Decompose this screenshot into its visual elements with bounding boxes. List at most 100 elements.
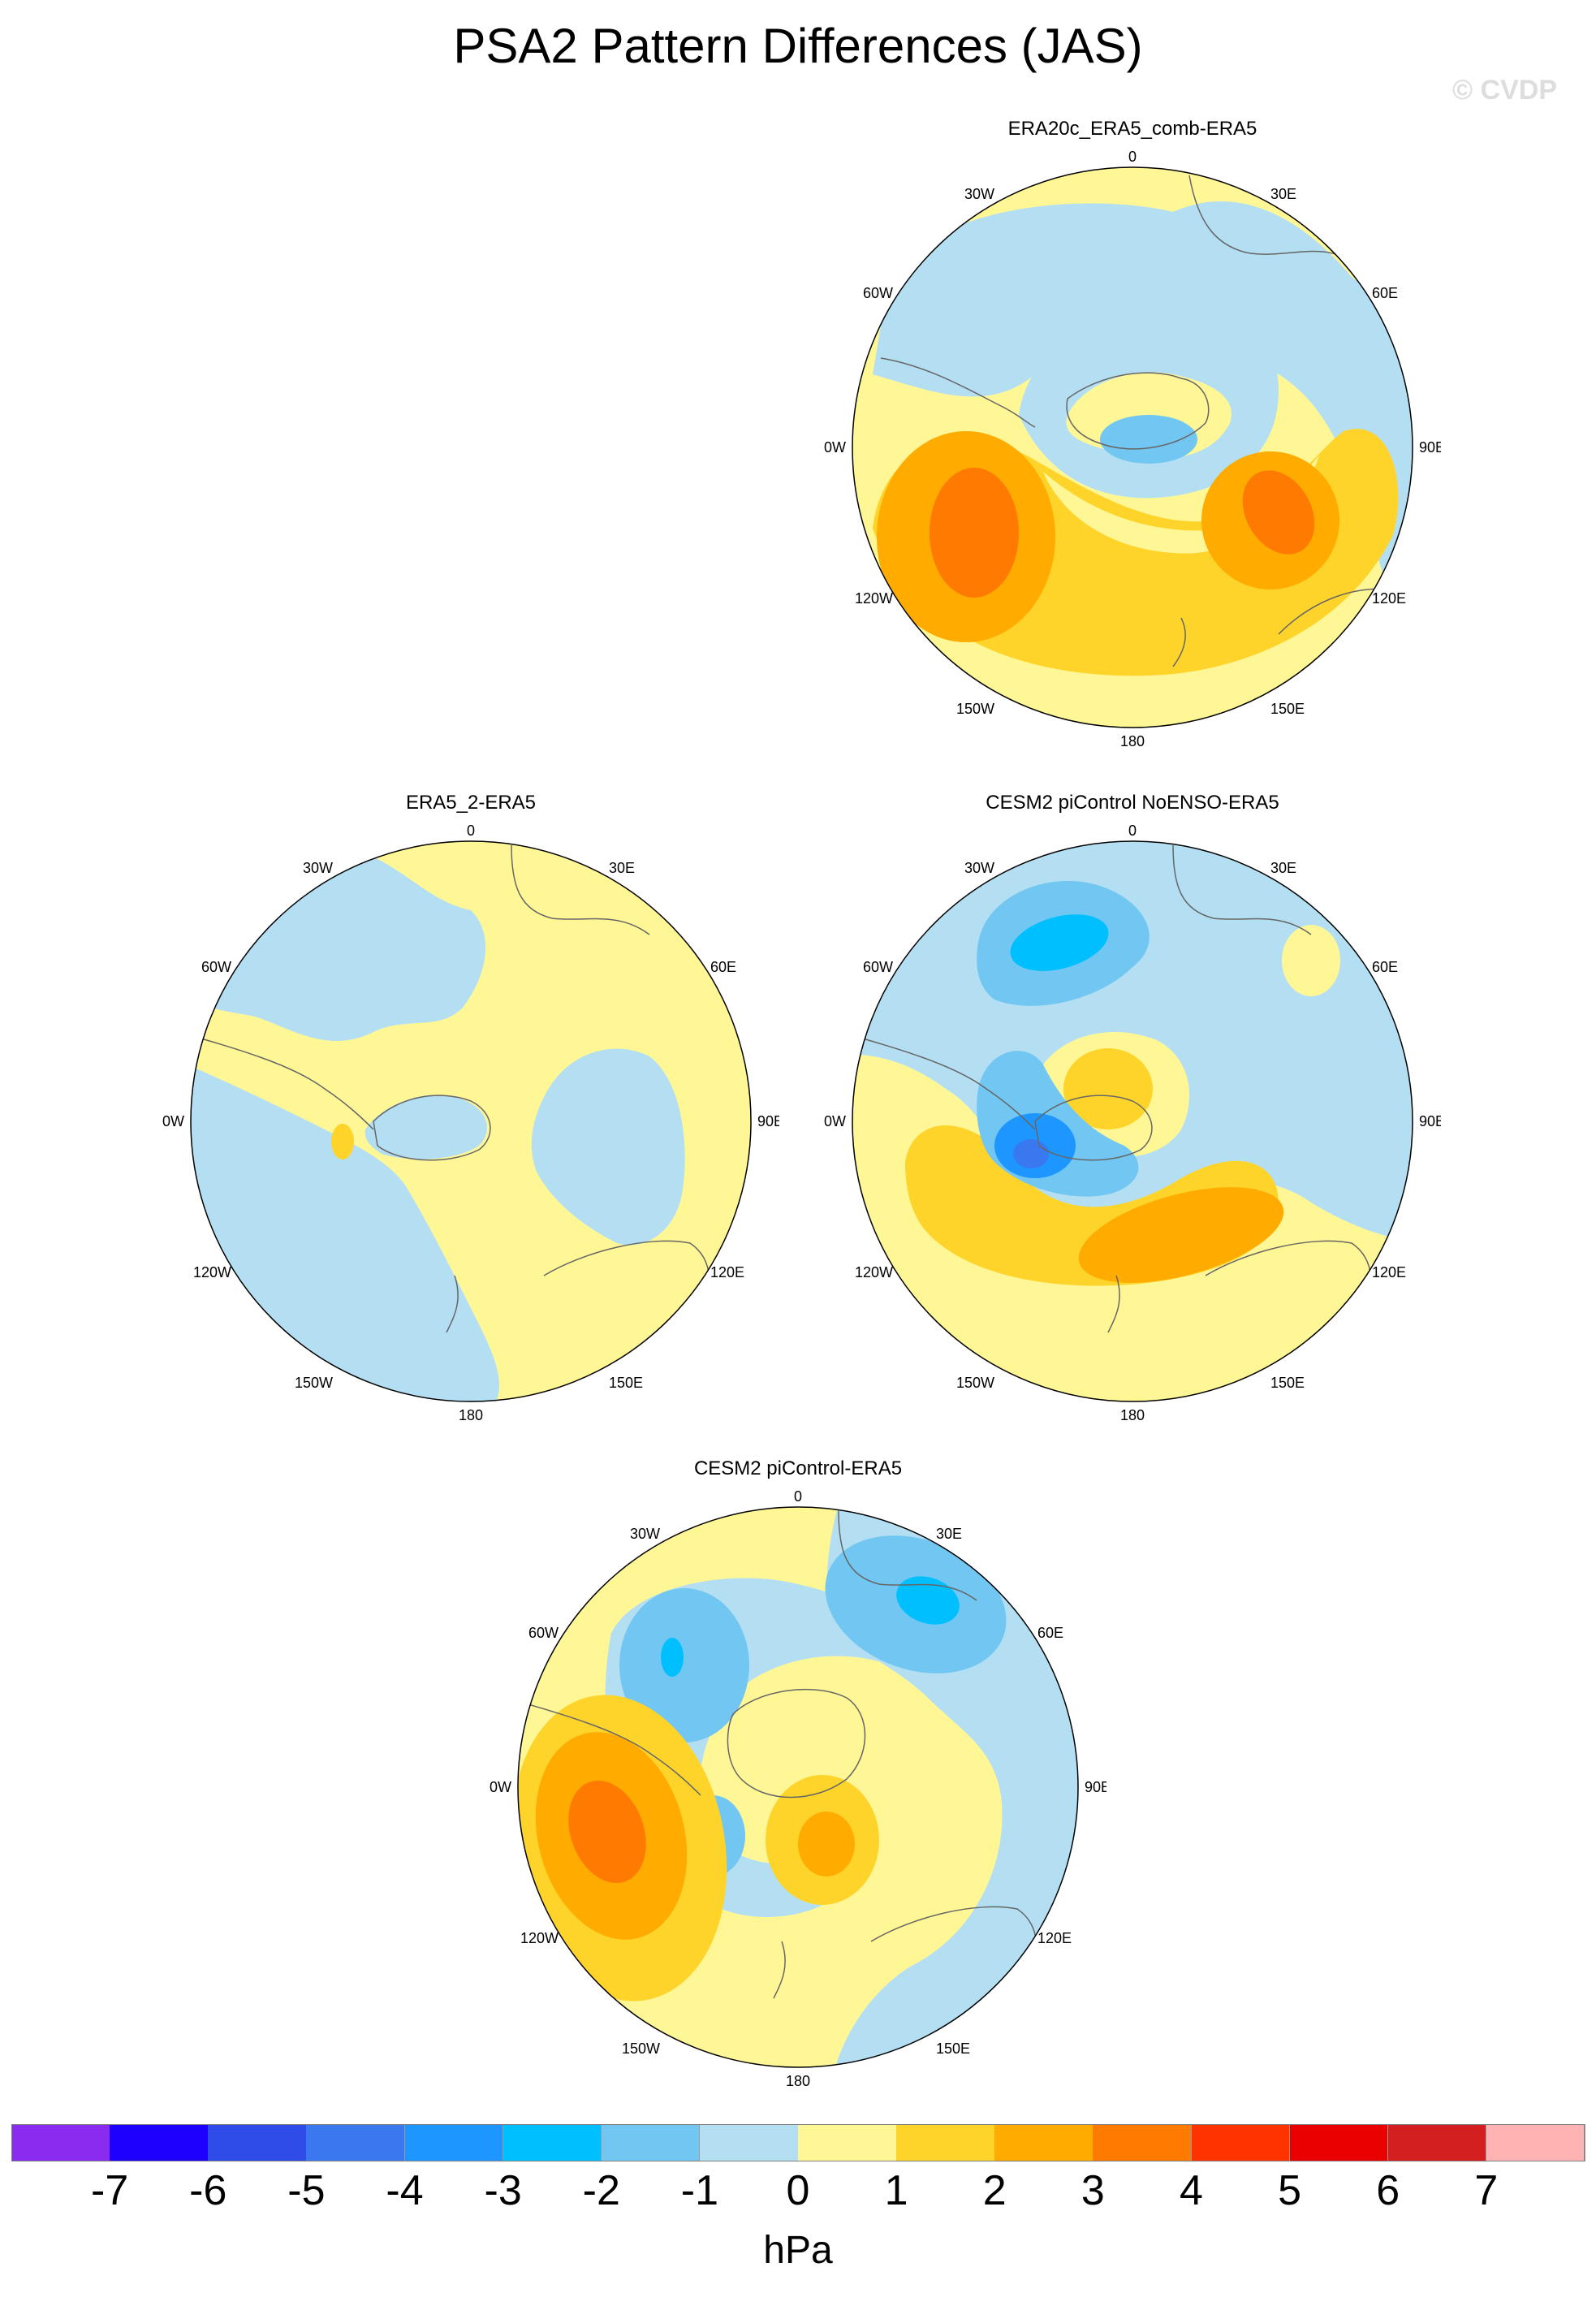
colorbar-box bbox=[306, 2124, 405, 2161]
polar-map-cesm2: 0 30E 60E 90E 120E 150E 180 150W 120W 90… bbox=[490, 1488, 1106, 2088]
lon-label-90e: 90E bbox=[757, 1113, 779, 1129]
lon-label-60e: 60E bbox=[1372, 285, 1398, 301]
lon-label-150w: 150W bbox=[295, 1375, 333, 1391]
lon-label-30e: 30E bbox=[1270, 860, 1296, 876]
colorbar-box bbox=[503, 2124, 602, 2161]
polar-map-era20c: 0 30E 60E 90E 120E 150E 180 150W 120W 90… bbox=[824, 149, 1441, 748]
lon-label-30e: 30E bbox=[609, 860, 635, 876]
colorbar-tick-label: -5 bbox=[287, 2167, 326, 2214]
colorbar-tick-label: 2 bbox=[982, 2167, 1007, 2214]
colorbar-box bbox=[994, 2124, 1093, 2161]
map-panel-cesm2: CESM2 piControl-ERA5 0 30E bbox=[490, 1457, 1106, 2091]
lon-label-150w: 150W bbox=[622, 2040, 660, 2057]
colorbar-box bbox=[896, 2124, 995, 2161]
colorbar-tick-label: 1 bbox=[884, 2167, 908, 2214]
negative-region bbox=[873, 201, 1413, 577]
lon-label-60e: 60E bbox=[1037, 1625, 1063, 1641]
cvdp-credit-watermark: © CVDP bbox=[1452, 75, 1557, 106]
panel-title: ERA20c_ERA5_comb-ERA5 bbox=[1007, 118, 1257, 140]
positive-core-east bbox=[798, 1812, 855, 1876]
lon-label-0: 0 bbox=[794, 1488, 802, 1505]
panel-title: ERA5_2-ERA5 bbox=[405, 792, 537, 814]
lon-label-150w: 150W bbox=[956, 701, 994, 717]
lon-label-150e: 150E bbox=[609, 1375, 643, 1391]
lon-label-120e: 120E bbox=[1372, 590, 1406, 607]
positive-core-west bbox=[568, 1781, 646, 1883]
lon-label-120e: 120E bbox=[710, 1264, 744, 1280]
polar-map-era5-2: 0 30E 60E 90E 120E 150E 180 150W 120W 90… bbox=[162, 823, 779, 1422]
colorbar bbox=[11, 2124, 1585, 2161]
coastline-africa bbox=[1188, 175, 1361, 270]
colorbar-box bbox=[798, 2124, 897, 2161]
coastline-new-zealand bbox=[773, 1941, 786, 1999]
negative-inner bbox=[1100, 415, 1197, 464]
longitude-labels: 0 30E 60E 90E 120E 150E 180 150W 120W 90… bbox=[490, 1488, 1106, 2088]
colorbar-tick-label: 6 bbox=[1376, 2167, 1400, 2214]
longitude-labels: 0 30E 60E 90E 120E 150E 180 150W 120W 90… bbox=[162, 823, 779, 1422]
negative-core-east bbox=[896, 1576, 960, 1625]
positive-core-east bbox=[1242, 470, 1315, 555]
coastline-south-america bbox=[191, 1031, 374, 1130]
lon-label-60e: 60E bbox=[1372, 959, 1398, 975]
colorbar-unit-label: hPa bbox=[763, 2229, 833, 2272]
lon-label-90w: 90W bbox=[490, 1779, 511, 1795]
lon-label-30w: 30W bbox=[964, 186, 994, 202]
panel-title: CESM2 piControl-ERA5 bbox=[693, 1457, 903, 1479]
lon-label-120w: 120W bbox=[193, 1264, 231, 1280]
lon-label-60w: 60W bbox=[863, 285, 893, 301]
lon-label-120w: 120W bbox=[520, 1930, 559, 1946]
colorbar-box bbox=[404, 2124, 504, 2161]
lon-label-150e: 150E bbox=[1270, 701, 1305, 717]
coastline-antarctica bbox=[373, 1095, 491, 1161]
map-boundary bbox=[852, 166, 1413, 728]
colorbar-box bbox=[699, 2124, 799, 2161]
coastline-antarctica bbox=[1034, 1095, 1153, 1161]
positive-core-west bbox=[930, 468, 1019, 598]
colorbar-box bbox=[110, 2124, 209, 2161]
coastline-africa bbox=[511, 844, 650, 935]
lon-label-0: 0 bbox=[1128, 823, 1137, 839]
lon-label-0: 0 bbox=[1128, 149, 1137, 165]
lon-label-60w: 60W bbox=[528, 1625, 559, 1641]
colorbar-box bbox=[1093, 2124, 1192, 2161]
coastline-antarctica bbox=[1066, 372, 1210, 450]
coastline-new-zealand bbox=[1172, 617, 1186, 667]
colorbar-box bbox=[1289, 2124, 1389, 2161]
coastline-new-zealand bbox=[1107, 1275, 1120, 1333]
lon-label-30e: 30E bbox=[1270, 186, 1296, 202]
lon-label-120e: 120E bbox=[1037, 1930, 1072, 1946]
coastline-africa bbox=[1172, 844, 1312, 935]
lon-label-30w: 30W bbox=[630, 1526, 660, 1542]
map-panel-era20c: ERA20c_ERA5_comb-ERA5 0 30E 60E 90E bbox=[824, 118, 1441, 751]
colorbar-box bbox=[208, 2124, 307, 2161]
colorbar-box bbox=[1191, 2124, 1291, 2161]
colorbar-tick-label: 5 bbox=[1278, 2167, 1302, 2214]
positive-center-east bbox=[1078, 1187, 1284, 1283]
coastline-south-america bbox=[852, 1031, 1036, 1130]
lon-label-90e: 90E bbox=[1419, 439, 1441, 456]
lon-label-120w: 120W bbox=[855, 590, 893, 607]
lon-label-180: 180 bbox=[1120, 733, 1145, 748]
coastline-south-america bbox=[880, 357, 1036, 428]
panel-title: CESM2 piControl NoENSO-ERA5 bbox=[986, 792, 1279, 814]
lon-label-30w: 30W bbox=[303, 860, 333, 876]
colorbar-box bbox=[601, 2124, 701, 2161]
lon-label-180: 180 bbox=[786, 2073, 810, 2088]
colorbar-tick-label: 0 bbox=[786, 2167, 810, 2214]
lon-label-120w: 120W bbox=[855, 1264, 893, 1280]
lon-label-60w: 60W bbox=[201, 959, 231, 975]
colorbar-tick-label: -1 bbox=[680, 2167, 718, 2214]
colorbar-tick-label: 3 bbox=[1081, 2167, 1105, 2214]
negative-region-indian bbox=[531, 1048, 685, 1246]
lon-label-30e: 30E bbox=[936, 1526, 962, 1542]
map-panel-era5-2: ERA5_2-ERA5 0 30E 60E 90E 120E 150E 180 … bbox=[162, 792, 779, 1425]
lon-label-60w: 60W bbox=[863, 959, 893, 975]
colorbar-tick-label: 7 bbox=[1474, 2167, 1499, 2214]
map-boundary bbox=[852, 840, 1413, 1402]
lon-label-150w: 150W bbox=[956, 1375, 994, 1391]
negative-center-west bbox=[619, 1588, 749, 1742]
lon-label-120e: 120E bbox=[1372, 1264, 1406, 1280]
colorbar-box bbox=[1486, 2124, 1585, 2161]
polar-map-cesm2-noenso: 0 30E 60E 90E 120E 150E 180 150W 120W 90… bbox=[824, 823, 1441, 1422]
colorbar-box bbox=[1387, 2124, 1487, 2161]
